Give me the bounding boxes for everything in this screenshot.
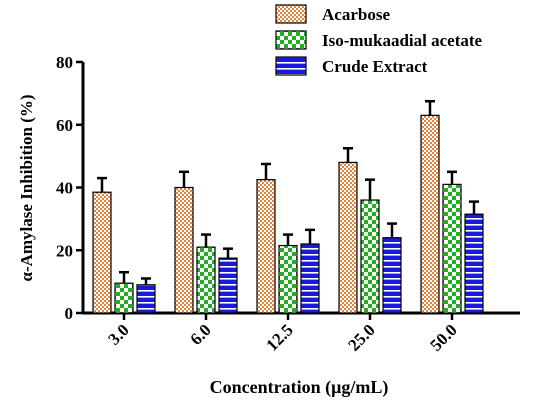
bar-dots — [256, 179, 276, 314]
y-tick-label: 80 — [56, 53, 73, 72]
bar-checker — [442, 183, 462, 314]
bar-hlines — [382, 237, 402, 314]
legend-swatch — [275, 4, 307, 24]
x-axis-label: Concentration (μg/mL) — [210, 377, 389, 398]
legend-swatch — [275, 30, 307, 50]
legend-label: Crude Extract — [322, 57, 428, 76]
bar-hlines — [136, 284, 156, 314]
bar-dots — [174, 186, 194, 314]
y-tick-label: 40 — [56, 179, 73, 198]
y-ticks: 0 20 40 60 80 — [56, 53, 83, 323]
x-tick-label: 6.0 — [186, 320, 214, 348]
x-tick-label: 50.0 — [426, 320, 460, 354]
legend-label: Acarbose — [322, 5, 390, 24]
bar-dots — [92, 191, 112, 314]
bar-hlines — [300, 243, 320, 314]
x-ticks: 3.0 6.0 12.5 25.0 50.0 — [104, 313, 461, 355]
legend: Acarbose Iso-mukaadial acetate Crude Extra… — [275, 4, 483, 76]
y-tick-label: 0 — [65, 304, 74, 323]
y-tick-label: 60 — [56, 116, 73, 135]
legend-label: Iso-mukaadial acetate — [322, 31, 483, 50]
x-tick-label: 12.5 — [262, 320, 296, 354]
bar-dots — [338, 161, 358, 314]
y-axis-label: α-Amylase Inhibition (%) — [17, 94, 36, 281]
bar-checker — [114, 282, 134, 314]
x-tick-label: 25.0 — [344, 320, 378, 354]
x-tick-label: 3.0 — [104, 320, 132, 348]
error-bars — [97, 99, 479, 285]
bar-checker — [360, 199, 380, 314]
legend-swatch — [275, 56, 307, 76]
bar-hlines — [464, 213, 484, 314]
bars — [92, 114, 484, 314]
bar-dots — [420, 114, 440, 314]
bar-checker — [196, 246, 216, 314]
bar-checker — [278, 244, 298, 314]
y-tick-label: 20 — [56, 241, 73, 260]
bar-hlines — [218, 257, 238, 314]
